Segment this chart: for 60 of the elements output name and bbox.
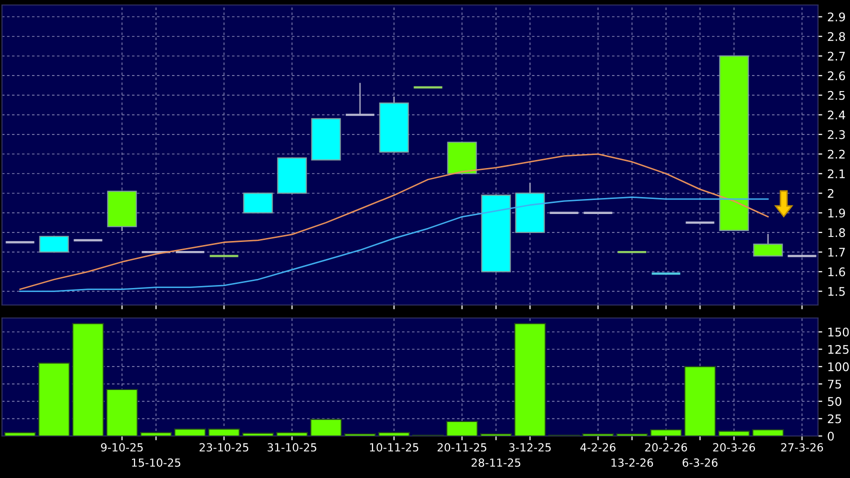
y-tick-label: 1.9 [828, 208, 845, 218]
y-tick-label: 1.7 [828, 248, 845, 257]
y-tick-label: 150 [828, 328, 849, 337]
x-tick-label: 20-11-25 [438, 443, 486, 452]
y-tick-label: 2.7 [828, 52, 845, 60]
y-tick-label: 2.3 [828, 130, 845, 140]
x-tick-label: 20-2-26 [645, 443, 688, 452]
bar [72, 323, 104, 436]
y-tick-label: 2.2 [828, 150, 845, 159]
line-series [19, 153, 769, 290]
bar [106, 388, 138, 436]
bar [344, 433, 376, 436]
y-tick-label: 2 [828, 188, 834, 198]
y-tick-label: 2.5 [828, 90, 845, 100]
x-tick-label: 28-11-25 [472, 458, 520, 467]
bar [446, 420, 478, 436]
bar [276, 432, 308, 436]
x-tick-label: 10-11-25 [370, 443, 418, 452]
line-series [19, 196, 769, 292]
x-tick-label: 15-10-25 [132, 458, 180, 467]
x-tick-label: 9-10-25 [101, 443, 143, 452]
x-tick-label: 3-12-25 [509, 443, 551, 452]
bar [174, 428, 206, 436]
y-tick-label: 125 [828, 344, 849, 354]
y-tick-label: 25 [828, 414, 842, 424]
y-tick-label: 2.8 [828, 32, 845, 42]
y-tick-label: 1.6 [828, 267, 846, 276]
x-tick-label: 27-3-26 [781, 443, 824, 452]
y-tick-label: 75 [828, 380, 842, 389]
y-tick-label: 1.8 [828, 228, 845, 238]
x-tick-label: 20-3-26 [713, 443, 756, 452]
bar [4, 432, 36, 436]
bar [718, 430, 750, 436]
y-tick-label: 1.5 [828, 287, 845, 296]
bar [38, 362, 70, 436]
bar [684, 366, 716, 436]
candlestick [344, 82, 376, 116]
x-tick-label: 13-2-26 [612, 458, 654, 467]
y-tick-label: 2.4 [828, 110, 846, 120]
y-tick-label: 2.9 [828, 12, 845, 22]
y-tick-label: 100 [828, 362, 849, 372]
bar [650, 429, 682, 436]
bar [208, 428, 240, 436]
x-tick-label: 23-10-25 [200, 443, 248, 452]
x-tick-label: 31-10-25 [268, 443, 316, 452]
bar [752, 429, 784, 436]
y-tick-label: 2.1 [828, 169, 845, 178]
y-tick-label: 0 [828, 432, 834, 441]
bar [378, 432, 410, 436]
bar [480, 433, 512, 436]
bar [310, 418, 342, 436]
bar [242, 432, 274, 436]
bar [140, 432, 172, 436]
bar [514, 323, 546, 436]
x-tick-label: 6-3-26 [682, 458, 718, 467]
bar [582, 433, 614, 436]
bar [616, 433, 648, 436]
y-tick-label: 2.6 [828, 71, 846, 80]
y-tick-label: 50 [828, 397, 842, 406]
x-tick-label: 4-2-26 [580, 443, 616, 452]
